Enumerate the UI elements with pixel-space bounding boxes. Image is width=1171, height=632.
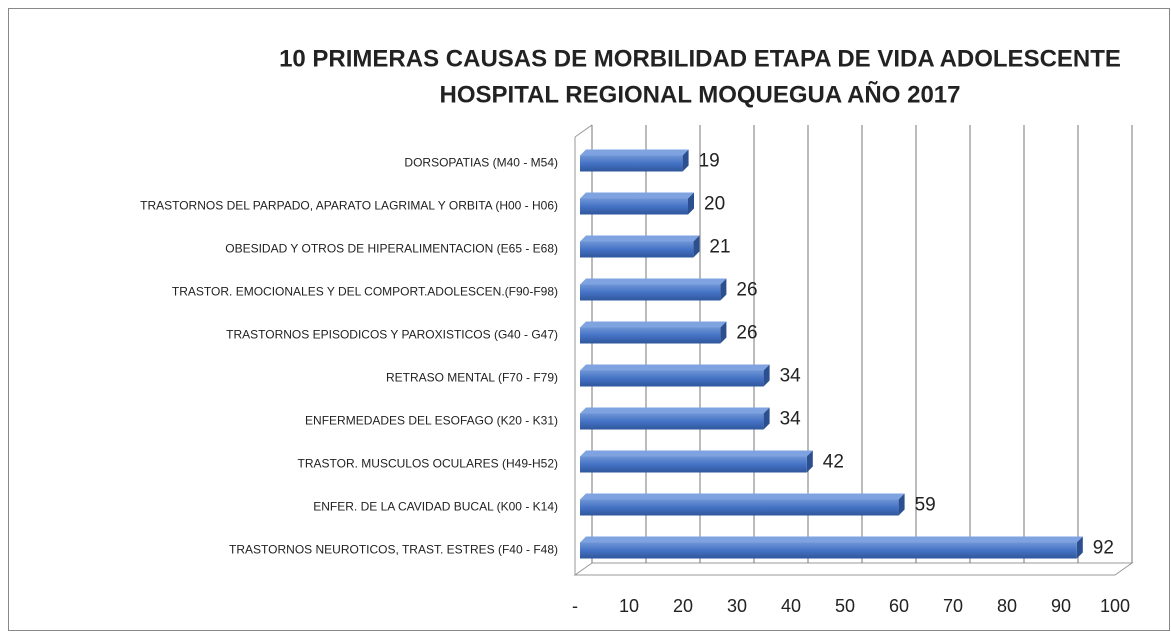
- value-label: 21: [709, 237, 730, 258]
- category-label: TRASTORNOS NEUROTICOS, TRAST. ESTRES (F4…: [229, 543, 558, 557]
- value-label: 59: [915, 495, 936, 516]
- category-label: TRASTOR. MUSCULOS OCULARES (H49-H52): [298, 457, 559, 471]
- value-label: 42: [823, 452, 844, 473]
- x-tick-label: 20: [673, 596, 693, 616]
- bar: [580, 407, 770, 430]
- floor: [573, 562, 1134, 576]
- category-label: ENFER. DE LA CAVIDAD BUCAL (K00 - K14): [313, 500, 558, 514]
- value-label: 34: [780, 409, 802, 430]
- x-tick-label: 40: [781, 596, 801, 616]
- bar: [580, 278, 727, 301]
- x-tick-label: 90: [1051, 596, 1071, 616]
- bar: [580, 192, 694, 215]
- bar: [580, 235, 700, 258]
- chart-title: HOSPITAL REGIONAL MOQUEGUA AÑO 2017: [440, 80, 961, 108]
- bar: [580, 149, 689, 172]
- x-tick-label: 80: [997, 596, 1017, 616]
- bar: [580, 321, 727, 344]
- value-label: 20: [704, 194, 725, 215]
- category-label: TRASTORNOS DEL PARPADO, APARATO LAGRIMAL…: [140, 199, 558, 213]
- value-label: 19: [699, 151, 720, 172]
- value-label: 26: [736, 323, 757, 344]
- x-tick-label: 30: [727, 596, 747, 616]
- x-tick-label: -: [572, 596, 578, 616]
- bar: [580, 493, 905, 516]
- category-label: TRASTOR. EMOCIONALES Y DEL COMPORT.ADOLE…: [172, 285, 558, 299]
- x-tick-label: 50: [835, 596, 855, 616]
- side-wall: [574, 124, 593, 138]
- bar: [580, 536, 1083, 559]
- x-tick-label: 10: [619, 596, 639, 616]
- x-tick-label: 70: [943, 596, 963, 616]
- chart-title: 10 PRIMERAS CAUSAS DE MORBILIDAD ETAPA D…: [279, 45, 1121, 72]
- category-label: ENFERMEDADES DEL ESOFAGO (K20 - K31): [305, 414, 558, 428]
- value-label: 34: [780, 366, 802, 387]
- bar: [580, 364, 770, 387]
- value-label: 26: [736, 280, 757, 301]
- category-label: DORSOPATIAS (M40 - M54): [404, 156, 558, 170]
- x-tick-label: 100: [1100, 596, 1130, 616]
- x-tick-label: 60: [889, 596, 909, 616]
- category-label: OBESIDAD Y OTROS DE HIPERALIMENTACION (E…: [225, 242, 558, 256]
- category-label: TRASTORNOS EPISODICOS Y PAROXISTICOS (G4…: [226, 328, 558, 342]
- bar: [580, 450, 813, 473]
- category-label: RETRASO MENTAL (F70 - F79): [386, 371, 558, 385]
- value-label: 92: [1093, 538, 1114, 559]
